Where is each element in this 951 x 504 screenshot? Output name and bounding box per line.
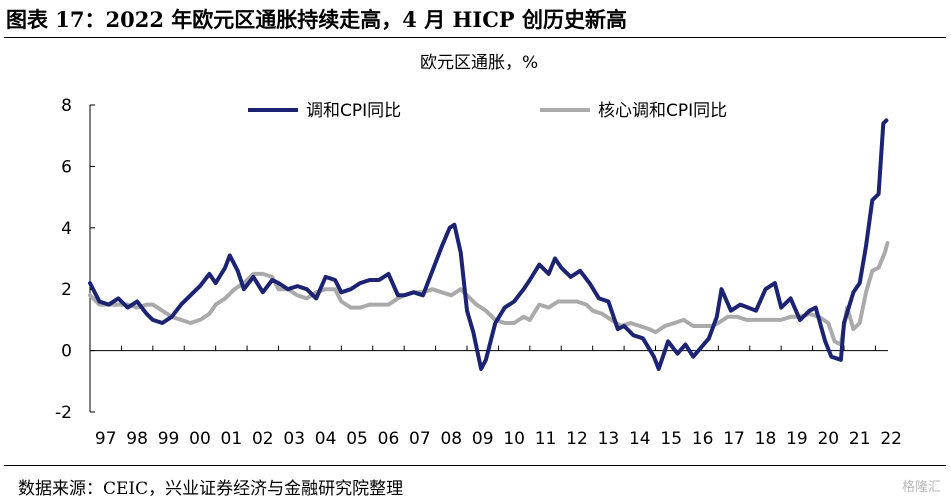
footer-rule [4, 465, 946, 466]
x-tick-label: 08 [440, 429, 462, 449]
x-tick-label: 97 [95, 429, 117, 449]
y-tick-label: 2 [61, 280, 72, 300]
x-tick-label: 02 [252, 429, 274, 449]
x-tick-label: 03 [283, 429, 305, 449]
title-rule [4, 37, 946, 38]
x-tick-label: 17 [723, 429, 745, 449]
x-tick-label: 01 [221, 429, 243, 449]
legend: 调和CPI同比 核心调和CPI同比 [248, 101, 727, 121]
y-tick-label: -2 [55, 403, 72, 423]
x-tick-label: 09 [472, 429, 494, 449]
x-tick-label: 12 [566, 429, 588, 449]
x-tick-label: 06 [378, 429, 400, 449]
x-tick-label: 19 [786, 429, 808, 449]
figure-title: 图表 17：2022 年欧元区通胀持续走高，4 月 HICP 创历史新高 [6, 7, 628, 32]
x-tick-label: 13 [598, 429, 620, 449]
y-tick-label: 8 [61, 96, 72, 116]
series-line-1 [88, 241, 890, 347]
x-tick-label: 18 [755, 429, 777, 449]
x-tick-label: 00 [189, 429, 211, 449]
watermark: 格隆汇 [901, 480, 941, 495]
x-tick-label: 22 [880, 429, 902, 449]
y-tick-label: 0 [61, 342, 72, 362]
chart-subtitle: 欧元区通胀，% [420, 53, 539, 73]
x-tick-label: 20 [817, 429, 839, 449]
x-tick-label: 10 [503, 429, 525, 449]
x-tick-label: 99 [158, 429, 180, 449]
x-tick-label: 14 [629, 429, 651, 449]
series-line-0 [88, 118, 889, 371]
y-tick-label: 6 [61, 157, 72, 177]
x-tick-label: 16 [692, 429, 714, 449]
x-tick-label: 05 [346, 429, 368, 449]
legend-label-1: 核心调和CPI同比 [598, 101, 727, 121]
x-tick-label: 15 [660, 429, 682, 449]
x-tick-label: 21 [849, 429, 871, 449]
x-tick-label: 11 [535, 429, 557, 449]
x-tick-label: 04 [315, 429, 337, 449]
x-tick-label: 07 [409, 429, 431, 449]
series-lines [88, 118, 890, 371]
legend-label-0: 调和CPI同比 [306, 101, 401, 121]
y-tick-label: 4 [61, 219, 72, 239]
x-tick-label: 98 [126, 429, 148, 449]
source-note: 数据来源：CEIC，兴业证券经济与金融研究院整理 [18, 479, 404, 499]
